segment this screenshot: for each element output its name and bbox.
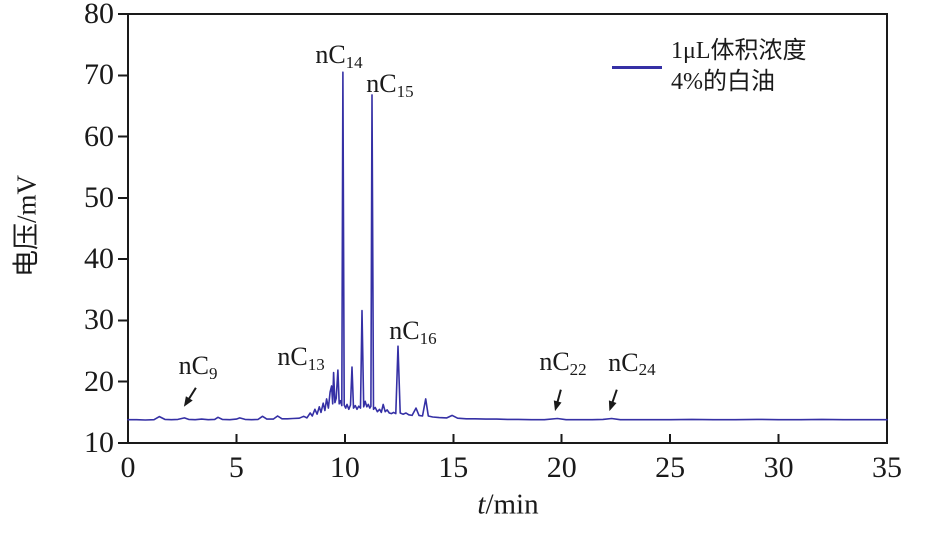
peak-label-main: nC [277,342,308,372]
x-axis-title: t/min [477,489,538,522]
legend-text: 1μL体积浓度 4%的白油 [671,36,807,98]
x-tick-label: 20 [546,451,577,484]
y-tick-label: 40 [84,242,114,276]
legend: 1μL体积浓度 4%的白油 [612,36,807,98]
peak-label-main: nC [608,347,639,377]
y-tick-label: 50 [84,180,114,214]
y-tick-label: 60 [84,119,114,153]
peak-label-nC22: nC22 [539,347,587,379]
peak-label-subscript: 22 [569,359,587,379]
peak-label-subscript: 14 [345,52,363,72]
legend-line-2: 4%的白油 [671,69,775,95]
legend-line-1: 1μL体积浓度 [671,38,807,64]
x-tick-label: 15 [438,451,469,484]
y-tick-label: 80 [84,0,114,30]
peak-label-nC16: nC16 [389,315,437,348]
x-tick-label: 25 [655,451,686,484]
y-tick-label: 70 [84,58,114,92]
annotation-arrow-head [608,400,617,412]
peak-label-main: nC [366,68,397,98]
peak-label-subscript: 24 [638,360,656,380]
legend-line-swatch [612,66,662,69]
y-tick-label: 30 [84,303,114,337]
x-tick-label: 30 [763,451,794,484]
peak-label-nC15: nC15 [366,68,414,101]
x-axis-title-variable: t [477,488,486,521]
peak-label-subscript: 13 [307,354,325,374]
peak-label-nC13: nC13 [277,342,325,374]
plot-frame [127,13,888,444]
peak-label-main: nC [315,40,346,70]
signal-trace [127,71,888,421]
peak-label-subscript: 16 [419,328,437,348]
peak-label-main: nC [178,350,209,380]
peak-label-main: nC [539,347,570,377]
x-tick-label: 35 [872,451,902,484]
x-tick-label: 0 [120,451,136,484]
peak-label-nC14: nC14 [315,40,363,72]
annotation-arrow-head [183,396,193,407]
x-tick-label: 10 [329,451,360,484]
peak-label-nC24: nC24 [608,347,656,380]
peak-label-nC9: nC9 [178,350,218,383]
peak-label-subscript: 15 [396,81,414,101]
x-axis-title-unit: /min [485,488,539,521]
peak-label-main: nC [389,315,420,345]
annotation-arrow-head [553,400,562,412]
y-tick-label: 20 [84,364,114,398]
x-tick-label: 5 [228,451,244,484]
peak-label-subscript: 9 [208,363,218,383]
y-tick-label: 10 [84,426,114,459]
